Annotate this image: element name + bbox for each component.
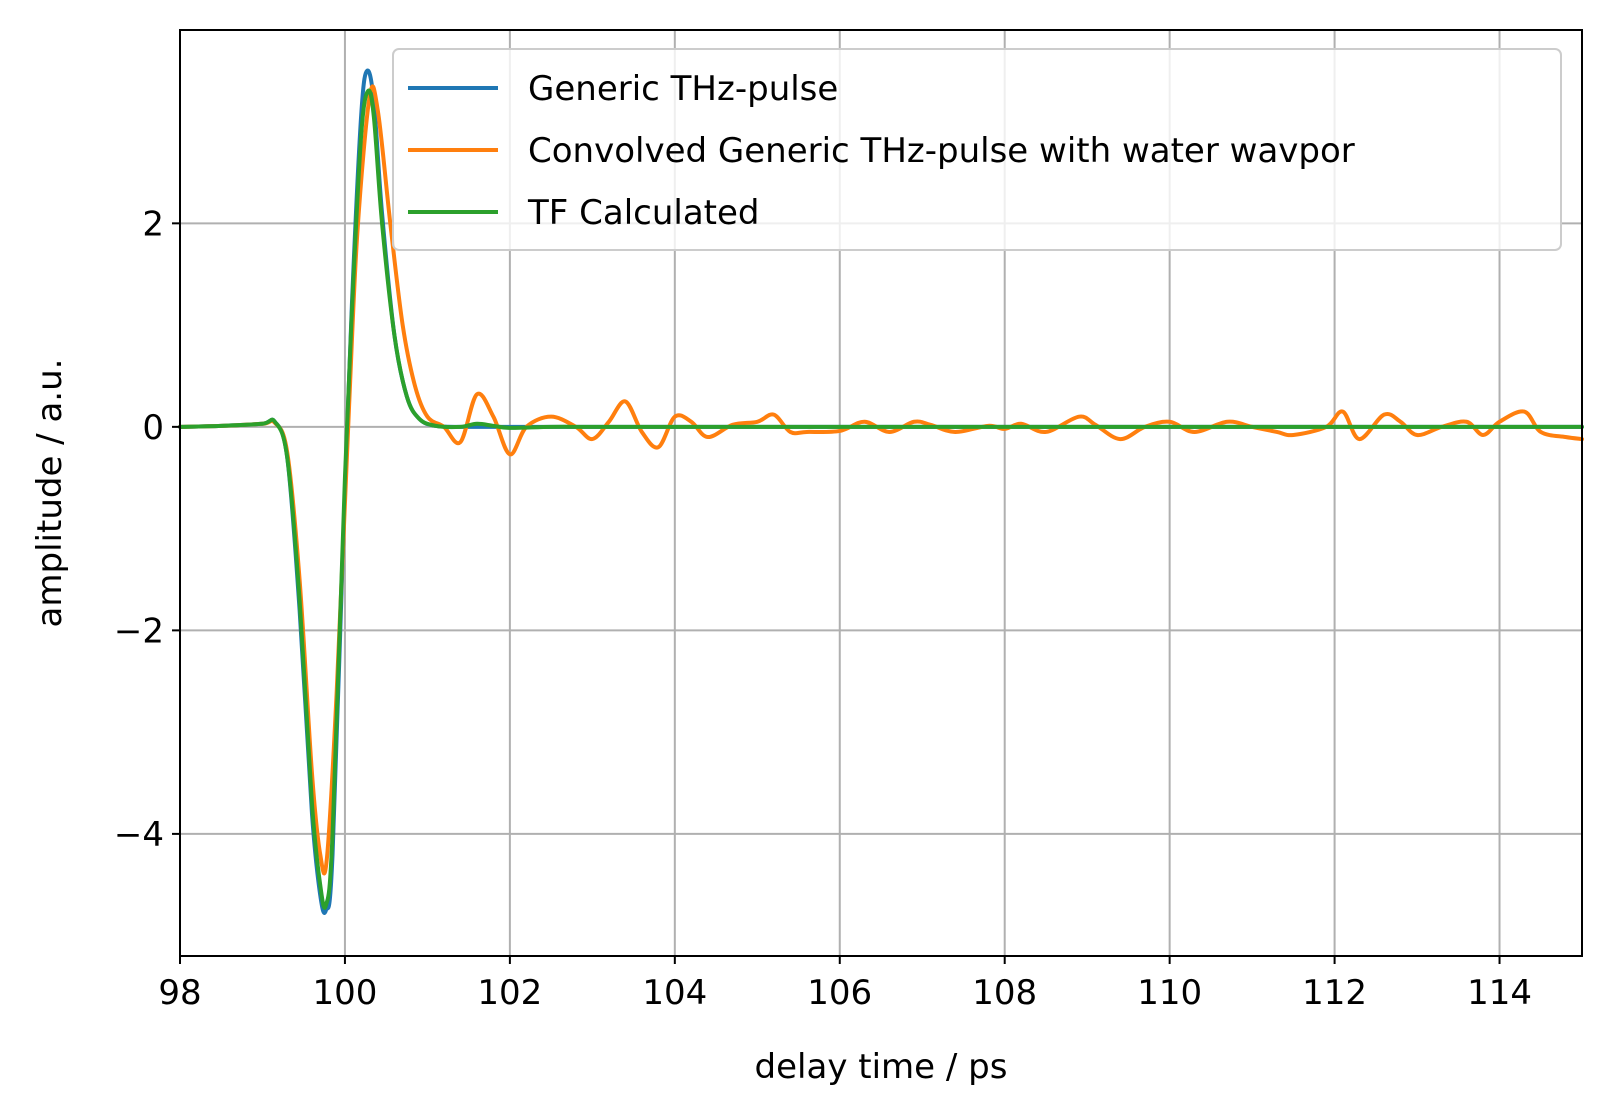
- legend-box: [392, 48, 1562, 251]
- plot-frame: [179, 29, 1583, 957]
- y-axis-label: amplitude / a.u.: [30, 359, 70, 628]
- series-lines: [178, 68, 1584, 915]
- y-tick-label: −2: [114, 611, 164, 651]
- legend-entry-label: Generic THz-pulse: [528, 69, 838, 109]
- x-tick-label: 110: [1137, 973, 1202, 1013]
- x-tick-label: 98: [158, 973, 201, 1013]
- x-tick-label: 112: [1302, 973, 1367, 1013]
- x-tick-label: 108: [972, 973, 1037, 1013]
- series-tf-calculated-line: [178, 88, 1584, 910]
- x-tick-label: 114: [1467, 973, 1532, 1013]
- x-tick-label: 106: [807, 973, 872, 1013]
- x-axis-label: delay time / ps: [755, 1047, 1008, 1087]
- x-tick-label: 104: [642, 973, 707, 1013]
- y-tick-label: −4: [114, 815, 164, 855]
- legend: Generic THz-pulse Convolved Generic THz-p…: [392, 48, 1562, 251]
- x-axis-ticks: 98 100 102 104 106 108 110 112 114: [158, 956, 1532, 1013]
- legend-entry-label: Convolved Generic THz-pulse with water w…: [528, 131, 1355, 171]
- x-tick-label: 100: [312, 973, 377, 1013]
- y-axis-ticks: 2 0 −2 −4: [114, 204, 180, 855]
- legend-entry-label: TF Calculated: [527, 193, 760, 233]
- x-tick-label: 102: [477, 973, 542, 1013]
- y-tick-label: 2: [142, 204, 164, 244]
- y-tick-label: 0: [142, 408, 164, 448]
